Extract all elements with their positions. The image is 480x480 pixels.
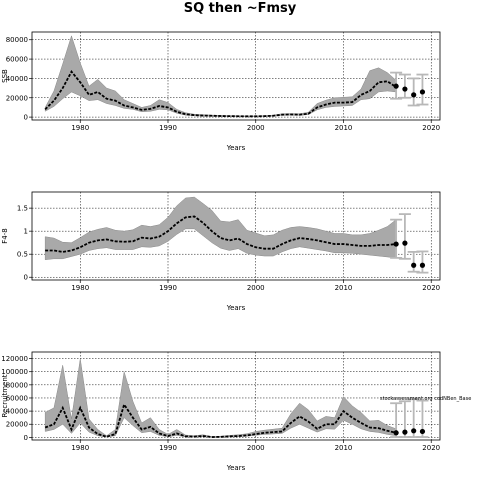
recruitment-xtick-label: 1990 — [159, 444, 177, 452]
fbar-xlabel: Years — [226, 304, 246, 312]
recruitment-ytick-label: 20000 — [6, 421, 28, 429]
recruitment-forecast-point — [402, 429, 408, 435]
ssb-forecast-point — [419, 89, 426, 95]
fbar-xtick-label: 1980 — [71, 284, 89, 292]
recruitment-panel: 1980 1990 2000 2010 2020 0 20000 40000 60000 8000… — [1, 351, 471, 472]
recruitment-annotation: stockassessment.org codNBen_Base — [380, 396, 471, 402]
ssb-xtick-label: 1990 — [159, 124, 177, 132]
fbar-forecast-point — [411, 262, 417, 268]
fbar-ylabel: F4-8 — [1, 228, 9, 243]
ssb-xtick-label: 1980 — [71, 124, 89, 132]
recruitment-ytick-label: 40000 — [6, 408, 28, 416]
fbar-forecast-point — [402, 240, 408, 246]
recruitment-ytick-label: 60000 — [6, 394, 28, 402]
ssb-panel: 1980 1990 2000 2010 2020 0 20000 40000 60000 8000… — [1, 31, 441, 152]
ssb-xlabel: Years — [226, 144, 246, 152]
recruitment-xtick-label: 1980 — [71, 444, 89, 452]
ssb-ytick-label: 40000 — [6, 75, 28, 83]
fbar-xtick-label: 2000 — [247, 284, 265, 292]
ssb-ytick-label: 0 — [24, 114, 28, 122]
fbar-panel: 1980 1990 2000 2010 2020 0 0.5 1 1.5 Years F4-8 — [1, 191, 441, 312]
recruitment-forecast-point — [411, 428, 417, 434]
fbar-xtick-label: 2010 — [335, 284, 353, 292]
fbar-forecast-point — [419, 262, 426, 268]
ssb-ylabel: SSB — [1, 69, 9, 83]
recruitment-ytick-label: 120000 — [1, 355, 28, 363]
fbar-xtick-label: 1990 — [159, 284, 177, 292]
figure-title: SQ then ~Fmsy — [184, 1, 297, 16]
ssb-forecast-point — [402, 86, 408, 92]
recruitment-xtick-label: 2000 — [247, 444, 265, 452]
recruitment-xtick-label: 2020 — [422, 444, 440, 452]
fbar-ytick-label: 0 — [24, 274, 28, 282]
recruitment-forecast-point — [393, 430, 399, 436]
ssb-forecast-point — [393, 83, 399, 89]
ssb-forecast-point — [411, 92, 417, 98]
recruitment-ytick-label: 100000 — [1, 368, 28, 376]
fbar-ytick-label: 1 — [24, 228, 28, 236]
ssb-xtick-label: 2000 — [247, 124, 265, 132]
ssb-ytick-label: 20000 — [6, 94, 28, 102]
fbar-xtick-label: 2020 — [422, 284, 440, 292]
recruitment-xlabel: Years — [226, 464, 246, 472]
fbar-forecast-point — [393, 241, 399, 247]
fbar-median-line — [45, 215, 397, 253]
recruitment-forecast-point — [419, 428, 426, 435]
ssb-ytick-label: 60000 — [6, 56, 28, 64]
recruitment-ytick-label: 80000 — [6, 381, 28, 389]
recruitment-ytick-label: 0 — [24, 434, 28, 442]
fbar-ytick-label: 0.5 — [17, 251, 28, 259]
ssb-xtick-label: 2010 — [335, 124, 353, 132]
ssb-median-line — [44, 70, 397, 118]
recruitment-xtick-label: 2010 — [335, 444, 353, 452]
ssb-xtick-label: 2020 — [422, 124, 440, 132]
recruitment-median-line — [44, 402, 397, 438]
ssb-ytick-label: 80000 — [6, 36, 28, 44]
recruitment-ylabel: Recruitment — [1, 374, 9, 417]
fbar-ytick-label: 1.5 — [17, 205, 28, 213]
